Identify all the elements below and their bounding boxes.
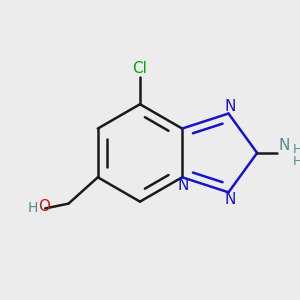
- Text: H: H: [292, 142, 300, 155]
- Text: Cl: Cl: [133, 61, 147, 76]
- Text: H: H: [27, 202, 38, 215]
- Text: N: N: [178, 178, 189, 193]
- Text: N: N: [225, 99, 236, 114]
- Text: N: N: [279, 138, 290, 153]
- Text: N: N: [225, 192, 236, 207]
- Text: H: H: [292, 155, 300, 168]
- Text: O: O: [38, 199, 50, 214]
